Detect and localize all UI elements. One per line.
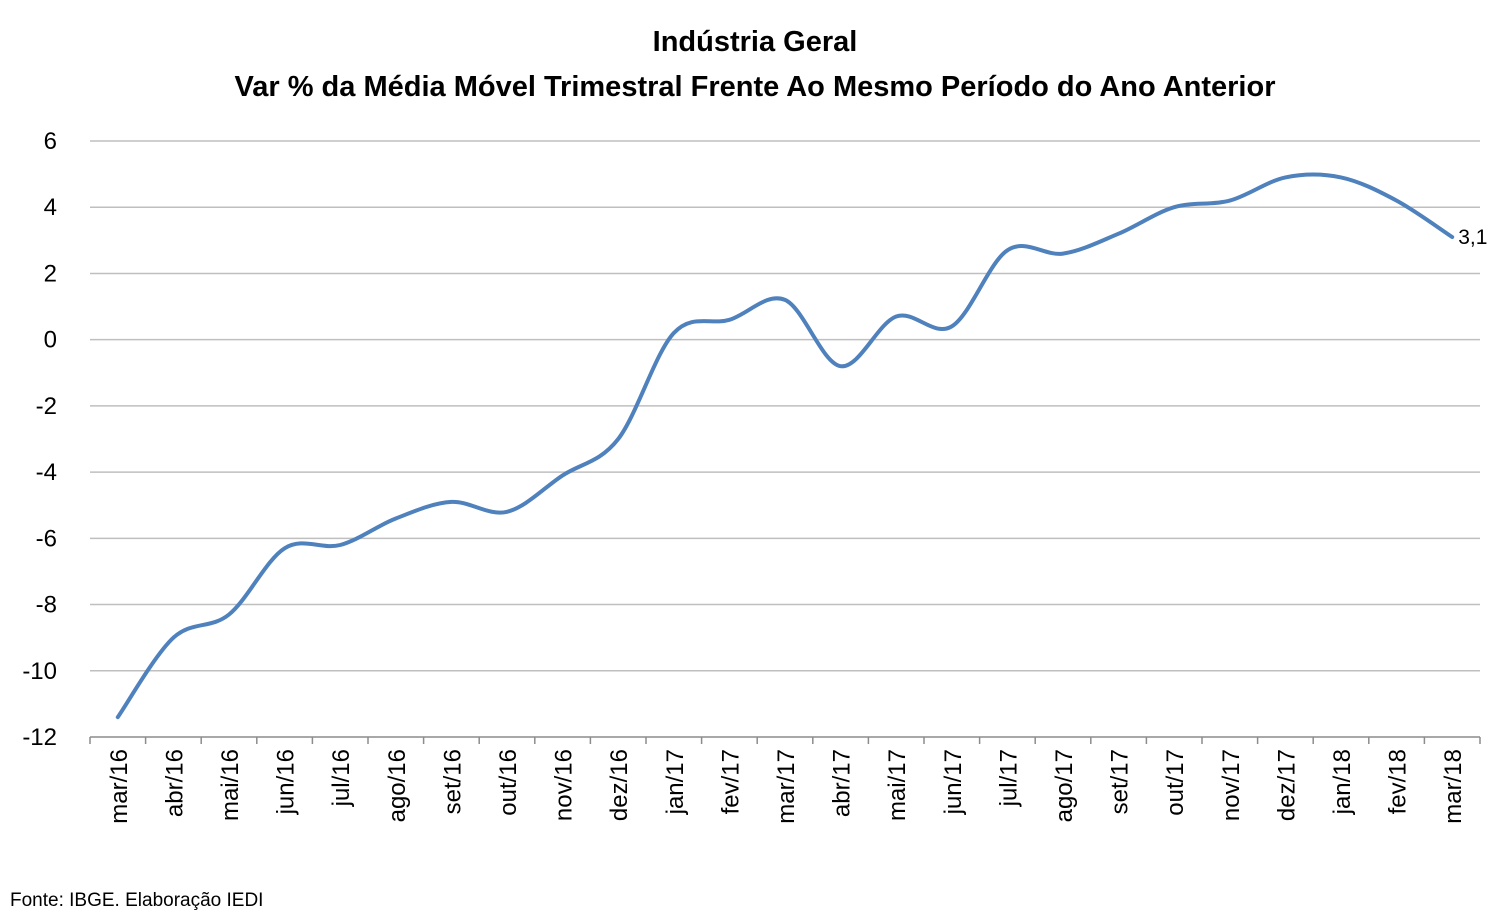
x-tick-label: jun/17 bbox=[940, 749, 967, 815]
x-tick-label: fev/17 bbox=[717, 749, 744, 814]
y-tick-label: -10 bbox=[22, 658, 57, 685]
x-tick-label: mar/18 bbox=[1440, 749, 1467, 824]
x-tick-label: ago/17 bbox=[1051, 749, 1078, 822]
data-label-last: 3,1 bbox=[1458, 226, 1487, 249]
chart-subtitle: Var % da Média Móvel Trimestral Frente A… bbox=[235, 71, 1276, 103]
x-tick-label: mai/16 bbox=[217, 749, 244, 821]
chart-title: Indústria Geral bbox=[653, 26, 858, 58]
y-tick-label: -6 bbox=[36, 525, 57, 552]
y-tick-label: 4 bbox=[44, 194, 57, 221]
x-tick-label: set/16 bbox=[439, 749, 466, 814]
x-tick-label: out/16 bbox=[495, 749, 522, 816]
y-tick-label: 0 bbox=[44, 327, 57, 354]
x-axis-ticks: mar/16 abr/16 mai/16 jun/16 jul/16 ago/16 set/… bbox=[89, 737, 1481, 824]
y-tick-label: -8 bbox=[36, 592, 57, 619]
y-tick-label: -2 bbox=[36, 393, 57, 420]
series-line bbox=[115, 172, 1455, 720]
x-tick-label: dez/16 bbox=[606, 749, 633, 821]
x-tick-label: ago/16 bbox=[384, 749, 411, 822]
x-tick-label: abr/17 bbox=[829, 749, 856, 817]
x-tick-label: jan/17 bbox=[662, 749, 689, 815]
x-tick-label: set/17 bbox=[1107, 749, 1134, 814]
x-tick-label: mar/17 bbox=[773, 749, 800, 824]
y-tick-label: -4 bbox=[36, 459, 57, 486]
x-tick-label: abr/16 bbox=[161, 749, 188, 817]
x-tick-label: fev/18 bbox=[1385, 749, 1412, 814]
x-tick-label: jul/17 bbox=[995, 749, 1022, 807]
x-tick-label: jan/18 bbox=[1329, 749, 1356, 815]
x-tick-label: jun/16 bbox=[273, 749, 300, 815]
y-tick-label: 6 bbox=[44, 128, 57, 155]
x-tick-label: dez/17 bbox=[1273, 749, 1300, 821]
x-tick-label: mar/16 bbox=[106, 749, 133, 824]
y-tick-label: -12 bbox=[22, 724, 57, 751]
x-tick-label: jul/16 bbox=[328, 749, 355, 807]
y-tick-label: 2 bbox=[44, 260, 57, 287]
gridlines bbox=[90, 140, 1480, 672]
series-layer bbox=[115, 172, 1455, 720]
x-tick-label: nov/16 bbox=[551, 749, 578, 821]
x-tick-label: mai/17 bbox=[884, 749, 911, 821]
x-tick-label: nov/17 bbox=[1218, 749, 1245, 821]
y-axis-ticks: 6 4 2 0 -2 -4 -6 -8 -10 -12 bbox=[22, 128, 57, 751]
source-note: Fonte: IBGE. Elaboração IEDI bbox=[10, 890, 263, 911]
x-tick-label: out/17 bbox=[1162, 749, 1189, 816]
